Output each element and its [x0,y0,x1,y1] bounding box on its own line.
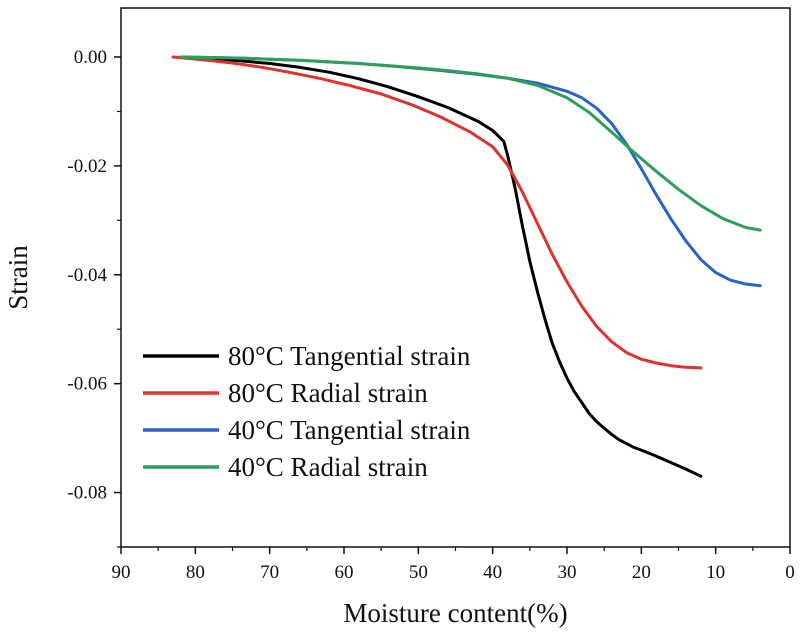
y-axis: 0.00 -0.02 -0.04 -0.06 -0.08 [67,47,121,548]
y-tick-label: -0.06 [67,374,107,395]
legend: 80°C Tangential strain 80°C Radial strain… [143,341,471,482]
legend-label-80c-radial: 80°C Radial strain [228,378,428,408]
series-line-80c-tangential [179,55,703,478]
x-tick-label: 30 [558,562,577,583]
x-tick-label: 50 [409,562,428,583]
x-tick-label: 20 [632,562,651,583]
x-tick-label: 70 [260,562,279,583]
legend-label-40c-radial: 40°C Radial strain [228,452,428,482]
legend-label-40c-tangential: 40°C Tangential strain [228,415,471,445]
y-tick-label: -0.02 [67,156,107,177]
plot-border [120,7,791,548]
series-line-80c-radial [171,55,703,370]
x-tick-label: 0 [785,562,795,583]
legend-label-80c-tangential: 80°C Tangential strain [228,341,471,371]
x-tick-label: 90 [112,562,131,583]
y-axis-title: Strain [3,245,33,310]
y-tick-label: -0.08 [67,483,107,504]
x-tick-label: 80 [186,562,205,583]
x-axis-title: Moisture content(%) [343,598,567,628]
series-layer [171,55,762,478]
x-tick-label: 10 [706,562,725,583]
x-tick-label: 40 [483,562,502,583]
series-line-40c-tangential [179,55,762,288]
x-axis: 90 80 70 60 50 40 30 20 10 0 [112,547,795,583]
plot-frame [120,7,791,548]
x-tick-label: 60 [335,562,354,583]
y-tick-label: 0.00 [74,47,107,68]
series-line-40c-radial [179,55,762,232]
y-tick-label: -0.04 [67,265,107,286]
